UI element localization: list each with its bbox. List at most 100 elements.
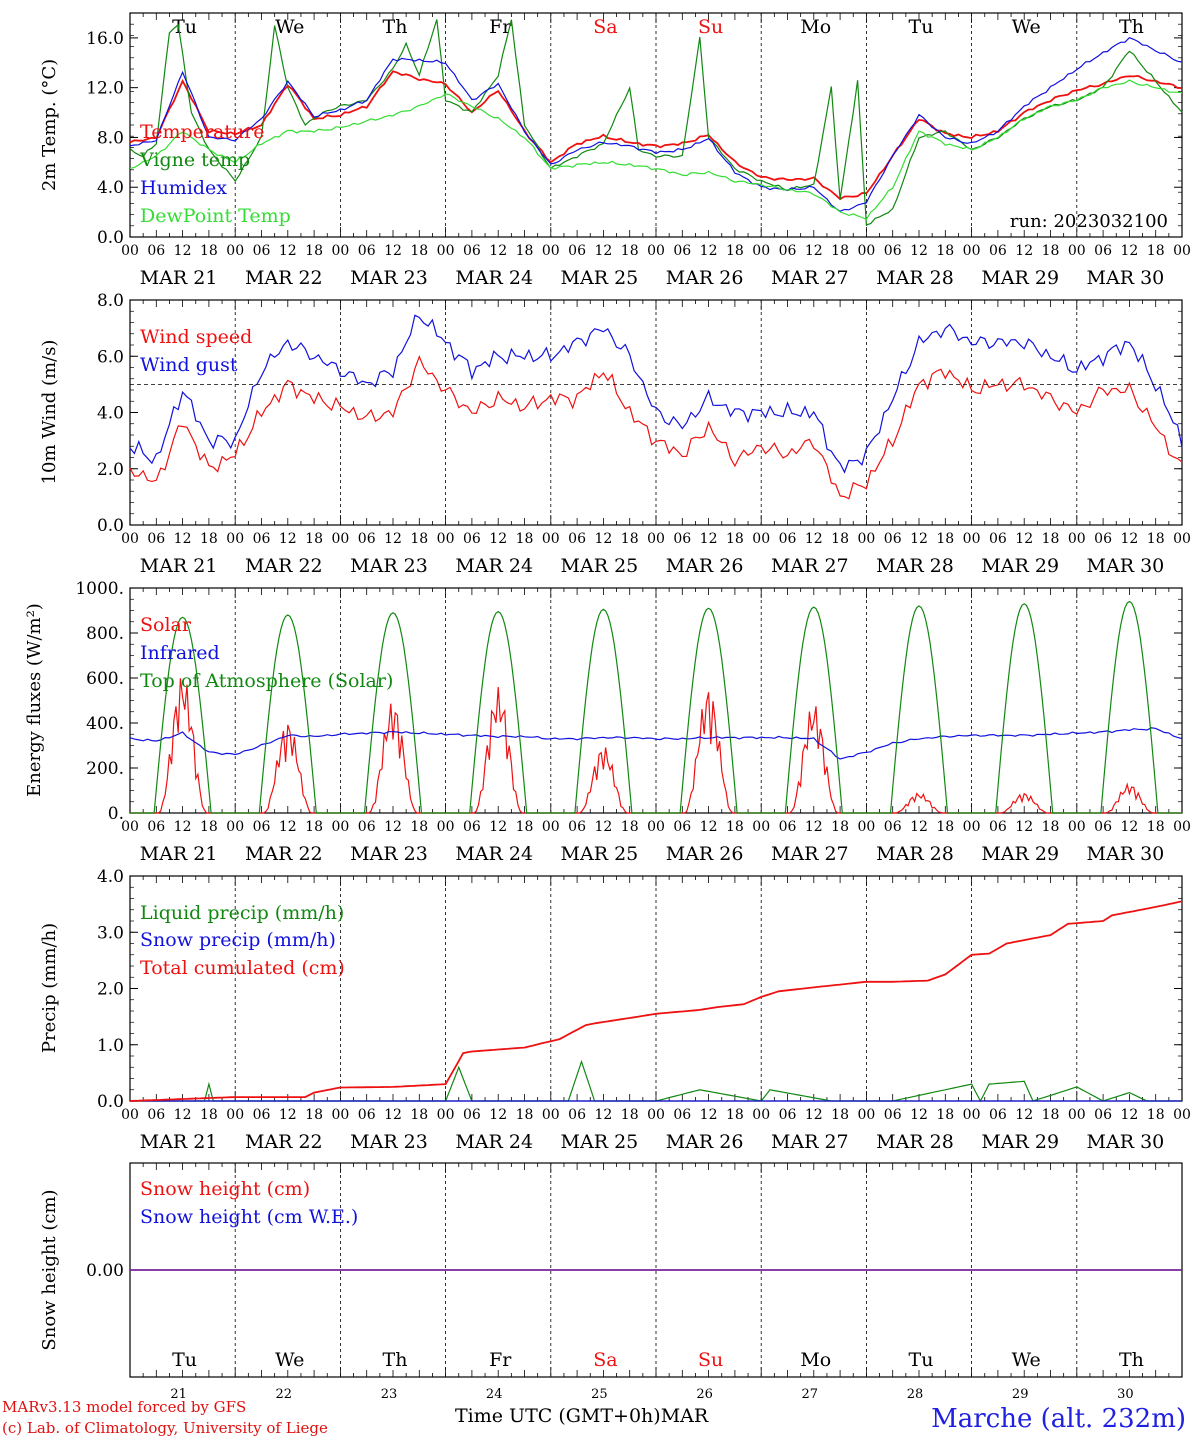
y-tick-label: 6.0	[97, 347, 124, 367]
x-tick-label: 18	[1147, 819, 1165, 835]
x-tick-label: 18	[200, 1107, 218, 1123]
x-tick-label: 00	[331, 819, 349, 835]
panel-1: 0.0 4.0 8.0 12.0 16.0 2m Temp. (°C) 00 06 12 18 MA…	[39, 12, 1191, 289]
x-tick-label: 18	[1147, 1107, 1165, 1123]
date-label: MAR 21	[140, 1131, 218, 1153]
x-tick-label: 00	[857, 243, 875, 259]
x-tick-label: 12	[384, 819, 402, 835]
panel-frame	[129, 12, 1183, 238]
weekday-label: Sa	[593, 16, 617, 38]
date-label: MAR 25	[561, 1131, 639, 1153]
x-tick-label: 18	[726, 1107, 744, 1123]
x-tick-label: 06	[779, 819, 797, 835]
series-line-total-cumulated-cm-	[129, 900, 1183, 1102]
weekday-label: We	[275, 16, 304, 38]
y-tick-label: 2.0	[97, 460, 124, 480]
x-tick-label: 00	[857, 1107, 875, 1123]
x-tick-label: 18	[1147, 531, 1165, 547]
y-tick-label: 0.0	[97, 516, 124, 536]
x-tick-label: 12	[489, 819, 507, 835]
day-number-label: 25	[591, 1387, 608, 1402]
x-tick-label: 12	[805, 1107, 823, 1123]
x-tick-label: 12	[805, 243, 823, 259]
legend-entry: Top of Atmosphere (Solar)	[140, 670, 393, 692]
date-label: MAR 26	[666, 843, 744, 865]
date-label: MAR 22	[245, 267, 323, 289]
x-tick-label: 12	[594, 243, 612, 259]
series-line-infrared	[129, 727, 1183, 760]
date-label: MAR 22	[245, 843, 323, 865]
x-tick-label: 12	[174, 243, 192, 259]
x-tick-label: 00	[331, 243, 349, 259]
panel-frame	[129, 587, 1183, 814]
x-tick-label: 18	[621, 243, 639, 259]
x-tick-label: 00	[647, 243, 665, 259]
x-tick-label: 12	[1015, 1107, 1033, 1123]
x-tick-label: 12	[805, 819, 823, 835]
date-label: MAR 29	[981, 843, 1059, 865]
x-tick-label: 06	[253, 243, 271, 259]
x-tick-label: 18	[1147, 243, 1165, 259]
x-tick-label: 06	[463, 243, 481, 259]
x-axis-month: MAR	[660, 1405, 709, 1427]
x-tick-label: 00	[226, 1107, 244, 1123]
x-tick-label: 18	[410, 243, 428, 259]
legend-entry: DewPoint Temp	[140, 205, 291, 227]
x-tick-label: 00	[963, 243, 981, 259]
day-number-label: 22	[276, 1387, 293, 1402]
x-tick-label: 06	[358, 531, 376, 547]
date-label: MAR 27	[771, 555, 849, 577]
x-tick-label: 18	[936, 819, 954, 835]
date-label: MAR 29	[981, 1131, 1059, 1153]
weekday-label: Tu	[909, 16, 934, 38]
weekday-label: Mo	[800, 16, 831, 38]
x-tick-label: 12	[594, 819, 612, 835]
weekday-label: Th	[1119, 16, 1144, 38]
x-tick-label: 12	[174, 1107, 192, 1123]
x-tick-label: 00	[437, 243, 455, 259]
date-label: MAR 25	[561, 267, 639, 289]
x-tick-label: 06	[253, 531, 271, 547]
x-tick-label: 00	[647, 531, 665, 547]
x-tick-label: 18	[305, 1107, 323, 1123]
x-tick-label: 18	[936, 531, 954, 547]
date-label: MAR 21	[140, 555, 218, 577]
date-label: MAR 25	[561, 843, 639, 865]
x-tick-label: 18	[305, 531, 323, 547]
x-tick-label: 06	[358, 819, 376, 835]
x-tick-label: 18	[831, 1107, 849, 1123]
x-tick-label: 18	[305, 243, 323, 259]
date-label: MAR 24	[455, 267, 533, 289]
date-label: MAR 24	[455, 843, 533, 865]
weekday-label: We	[275, 1349, 304, 1371]
x-tick-label: 18	[305, 819, 323, 835]
credit-model: MARv3.13 model forced by GFS	[2, 1398, 247, 1416]
x-tick-label: 06	[253, 1107, 271, 1123]
x-tick-label: 12	[594, 1107, 612, 1123]
x-tick-label: 18	[831, 531, 849, 547]
legend-entry: Wind speed	[140, 326, 252, 348]
y-axis-title: 10m Wind (m/s)	[39, 340, 60, 485]
date-label: MAR 28	[876, 555, 954, 577]
x-tick-label: 18	[516, 531, 534, 547]
weekday-label: Tu	[909, 1349, 934, 1371]
legend-entry: Humidex	[140, 177, 227, 199]
series-line-dewpoint-temp	[129, 79, 1183, 221]
x-tick-label: 00	[121, 819, 139, 835]
x-tick-label: 00	[963, 1107, 981, 1123]
weekday-label: Th	[1119, 1349, 1144, 1371]
run-annotation: run: 2023032100	[1010, 211, 1168, 232]
x-tick-label: 06	[989, 1107, 1007, 1123]
x-tick-label: 12	[489, 243, 507, 259]
x-tick-label: 12	[1015, 531, 1033, 547]
date-label: MAR 23	[350, 843, 428, 865]
weekday-label: Fr	[489, 1349, 512, 1371]
x-tick-label: 06	[147, 531, 165, 547]
x-tick-label: 00	[1068, 1107, 1086, 1123]
legend-entry: Infrared	[140, 642, 220, 664]
x-tick-label: 06	[779, 531, 797, 547]
day-number-label: 23	[381, 1387, 398, 1402]
weekday-label: Tu	[172, 1349, 197, 1371]
date-label: MAR 25	[561, 555, 639, 577]
